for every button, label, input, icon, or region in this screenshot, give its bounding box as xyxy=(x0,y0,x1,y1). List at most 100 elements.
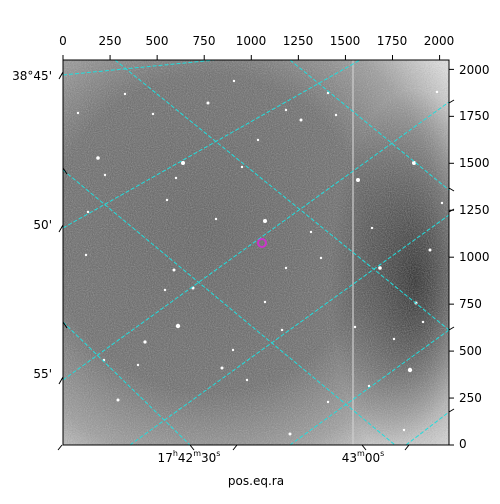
star xyxy=(263,300,267,304)
right-tick-label: 0 xyxy=(459,437,467,451)
star xyxy=(256,138,260,142)
grid-line xyxy=(129,214,449,445)
target-marker xyxy=(257,238,267,248)
star xyxy=(181,161,185,165)
axis-tick xyxy=(404,444,410,451)
coordinate-grid xyxy=(63,60,449,445)
grid-line xyxy=(289,329,449,445)
star xyxy=(206,101,210,105)
axis-tick xyxy=(62,321,68,329)
top-tick-label: 1750 xyxy=(376,34,408,48)
dec-tick-label: 55' xyxy=(33,367,52,381)
star xyxy=(367,384,371,388)
star xyxy=(280,328,284,332)
star xyxy=(288,432,292,436)
top-tick-label: 500 xyxy=(145,34,169,48)
star xyxy=(421,320,425,324)
star xyxy=(319,256,323,260)
star xyxy=(174,176,178,180)
axis-tick xyxy=(448,408,455,413)
star xyxy=(151,112,155,116)
star xyxy=(309,230,313,234)
right-tick-label: 750 xyxy=(459,297,482,311)
star xyxy=(284,108,288,112)
axis-tick xyxy=(57,444,63,451)
axis-tick xyxy=(58,71,64,80)
star xyxy=(326,400,330,404)
right-tick-label: 1500 xyxy=(459,156,490,170)
top-tick-label: 1250 xyxy=(282,34,314,48)
right-tick-label: 500 xyxy=(459,344,482,358)
star xyxy=(402,428,406,432)
axis-tick xyxy=(232,444,238,451)
top-tick-label: 250 xyxy=(98,34,122,48)
right-tick-label: 2000 xyxy=(459,63,490,77)
star xyxy=(116,398,120,402)
grid-line xyxy=(63,60,361,229)
top-tick-label: 750 xyxy=(192,34,216,48)
star xyxy=(86,210,90,214)
axis-tick xyxy=(62,167,68,175)
ra-tick-label: 17h42m30s xyxy=(157,449,221,466)
plot-frame xyxy=(62,59,450,446)
top-tick-label: 0 xyxy=(59,34,67,48)
grid-line xyxy=(289,60,449,191)
grid-line xyxy=(63,60,216,76)
star xyxy=(392,337,396,341)
dec-tick-label: 50' xyxy=(33,218,52,232)
star xyxy=(123,92,127,96)
star xyxy=(263,219,267,223)
star xyxy=(84,253,88,257)
star xyxy=(407,367,413,373)
right-tick-label: 250 xyxy=(459,391,482,405)
star xyxy=(231,348,235,352)
axis-tick xyxy=(58,376,64,385)
star-field xyxy=(76,79,444,436)
x-axis-title: pos.eq.ra xyxy=(227,474,285,488)
star xyxy=(334,113,338,117)
star xyxy=(440,201,444,205)
star xyxy=(175,323,181,329)
star xyxy=(163,288,167,292)
top-tick-label: 1500 xyxy=(329,34,361,48)
star xyxy=(165,198,169,202)
grid-line xyxy=(114,60,449,331)
ra-tick-label: 43m00s xyxy=(341,449,385,466)
star xyxy=(245,378,249,382)
grid-line xyxy=(63,101,449,381)
right-tick-label: 1000 xyxy=(459,250,490,264)
star xyxy=(326,91,330,95)
right-tick-label: 1750 xyxy=(459,109,490,123)
star xyxy=(103,173,107,177)
axis-tick xyxy=(189,444,195,451)
axis-tick xyxy=(58,224,64,233)
star xyxy=(378,266,382,270)
star xyxy=(76,111,80,115)
star xyxy=(214,217,218,221)
star xyxy=(143,340,147,344)
axis-ticks xyxy=(57,55,455,451)
star xyxy=(284,266,288,270)
star xyxy=(356,178,360,182)
axis-tick xyxy=(448,326,455,331)
right-tick-label: 1250 xyxy=(459,203,490,217)
grid-line xyxy=(405,411,449,445)
axis-tick xyxy=(361,444,367,451)
axis-tick xyxy=(448,208,455,213)
grid-line xyxy=(63,321,191,445)
axis-tick xyxy=(448,99,455,104)
dec-tick-label: 38°45' xyxy=(12,69,52,83)
star xyxy=(435,90,439,94)
top-tick-label: 2000 xyxy=(423,34,455,48)
star xyxy=(136,363,140,367)
star xyxy=(428,248,432,252)
star xyxy=(96,156,100,160)
star xyxy=(240,165,244,169)
star xyxy=(172,268,176,272)
star xyxy=(412,161,416,165)
axis-tick xyxy=(448,187,455,192)
star xyxy=(220,366,224,370)
top-tick-label: 1000 xyxy=(235,34,267,48)
